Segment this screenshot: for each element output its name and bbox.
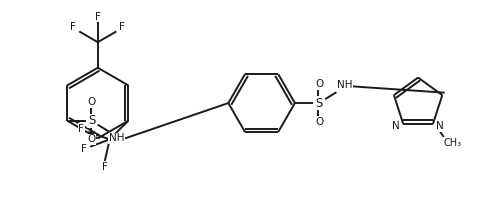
Text: F: F [119,23,125,32]
Text: CH₃: CH₃ [443,138,461,148]
Text: O: O [315,117,323,127]
Text: F: F [81,144,87,154]
Text: O: O [315,79,323,89]
Text: F: F [95,12,101,22]
Text: NH: NH [109,133,124,143]
Text: S: S [315,97,323,110]
Text: F: F [78,124,84,134]
Text: S: S [88,114,95,127]
Text: N: N [392,121,399,131]
Text: N: N [435,121,443,131]
Text: F: F [102,162,107,172]
Text: O: O [87,97,96,107]
Text: F: F [70,23,76,32]
Text: O: O [87,134,96,144]
Text: NH: NH [336,80,351,90]
